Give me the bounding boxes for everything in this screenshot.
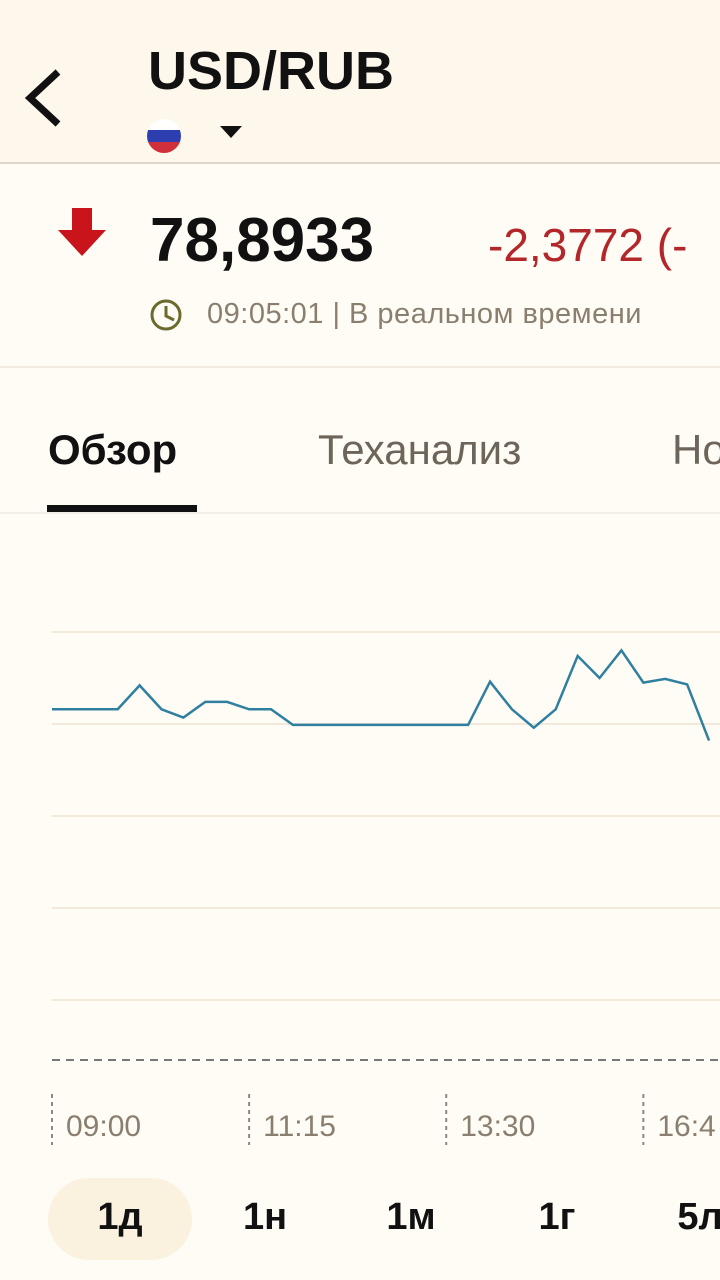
range-button[interactable]: 1н: [242, 1196, 288, 1238]
title: USD/RUB: [148, 41, 395, 101]
range-selected: [48, 1178, 192, 1260]
range-button[interactable]: 5л: [677, 1196, 720, 1238]
back-button[interactable]: [0, 0, 80, 162]
range-button[interactable]: 1д: [97, 1196, 143, 1238]
update-time: 09:05:01 | В реальном времени: [207, 298, 642, 330]
clock-icon: [150, 299, 182, 331]
tab[interactable]: Теханализ: [318, 426, 522, 473]
range-button[interactable]: 1м: [386, 1196, 436, 1238]
line: [52, 648, 711, 742]
divider: [0, 366, 720, 368]
range-button[interactable]: 1г: [538, 1196, 576, 1238]
x-tick-label: 09:00: [66, 1110, 141, 1143]
x-tick-label: 13:30: [460, 1110, 535, 1143]
x-tick-label: 11:15: [263, 1110, 336, 1143]
price: 78,8933: [150, 206, 375, 275]
down-arrow: [58, 208, 106, 256]
tab[interactable]: Но: [672, 426, 720, 473]
price-change: -2,3772 (-: [488, 219, 688, 271]
app-bar: USD/RUB: [0, 0, 720, 164]
tab-indicator: [47, 505, 197, 512]
divider: [0, 512, 720, 514]
tab[interactable]: Обзор: [48, 426, 178, 473]
chart: 09:00 11:15 13:30 16:4: [51, 631, 720, 1145]
x-tick-label: 16:4: [657, 1110, 715, 1143]
flag-dropdown[interactable]: [0, 0, 260, 162]
